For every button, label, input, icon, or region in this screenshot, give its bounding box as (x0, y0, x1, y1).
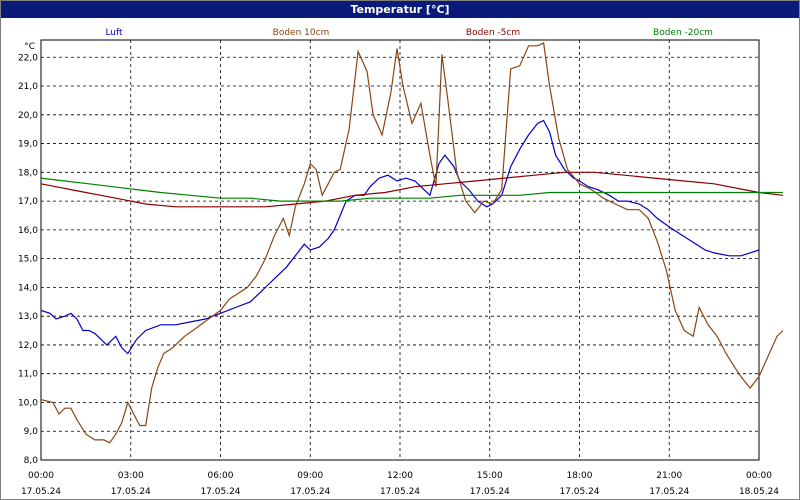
x-tick-date: 17.05.24 (649, 487, 689, 497)
x-tick-date: 17.05.24 (380, 487, 420, 497)
line-chart: Luft Boden 10cm Boden -5cm Boden -20cm 8,0 9… (18, 28, 784, 497)
x-tick-time: 18:00 (567, 471, 593, 481)
y-tick-label: 18,0 (18, 168, 38, 178)
series-line-boden-5cm (40, 171, 783, 208)
y-tick-label: 15,0 (18, 255, 38, 265)
y-axis-unit: °C (24, 42, 35, 52)
legend-entry: Boden -20cm (653, 28, 713, 38)
y-tick-label: 20,0 (18, 111, 38, 121)
x-tick-time: 00:00 (28, 471, 54, 481)
x-tick-date: 17.05.24 (559, 487, 599, 497)
legend-entry: Boden 10cm (273, 28, 330, 38)
x-tick-time: 09:00 (297, 471, 323, 481)
y-tick-label: 13,0 (18, 312, 38, 322)
x-tick-date: 17.05.24 (21, 487, 61, 497)
y-tick-label: 17,0 (18, 197, 38, 207)
x-tick-date: 17.05.24 (290, 487, 330, 497)
series-line-boden-20cm (40, 177, 783, 202)
x-tick-date: 17.05.24 (470, 487, 510, 497)
y-tick-label: 19,0 (18, 140, 38, 150)
x-tick-time: 21:00 (656, 471, 682, 481)
y-tick-label: 8,0 (24, 456, 39, 466)
series-line-luft (40, 119, 760, 355)
x-tick-date: 17.05.24 (111, 487, 151, 497)
x-tick-time: 12:00 (387, 471, 413, 481)
x-tick-time: 15:00 (477, 471, 503, 481)
legend-entry: Luft (105, 28, 123, 38)
y-tick-label: 11,0 (18, 370, 38, 380)
chart-title: Temperatur [°C] (1, 1, 799, 18)
y-tick-label: 14,0 (18, 283, 38, 293)
y-tick-label: 10,0 (18, 398, 38, 408)
x-tick-date: 17.05.24 (200, 487, 240, 497)
legend-entry: Boden -5cm (466, 28, 520, 38)
x-tick-time: 00:00 (746, 471, 772, 481)
y-tick-label: 9,0 (24, 427, 39, 437)
y-tick-label: 12,0 (18, 341, 38, 351)
y-tick-label: 21,0 (18, 82, 38, 92)
x-tick-date: 18.05.24 (739, 487, 779, 497)
series-line-boden-10cm (40, 42, 784, 444)
x-tick-time: 06:00 (208, 471, 234, 481)
y-tick-label: 16,0 (18, 226, 38, 236)
y-tick-label: 22,0 (18, 53, 38, 63)
x-tick-time: 03:00 (118, 471, 144, 481)
